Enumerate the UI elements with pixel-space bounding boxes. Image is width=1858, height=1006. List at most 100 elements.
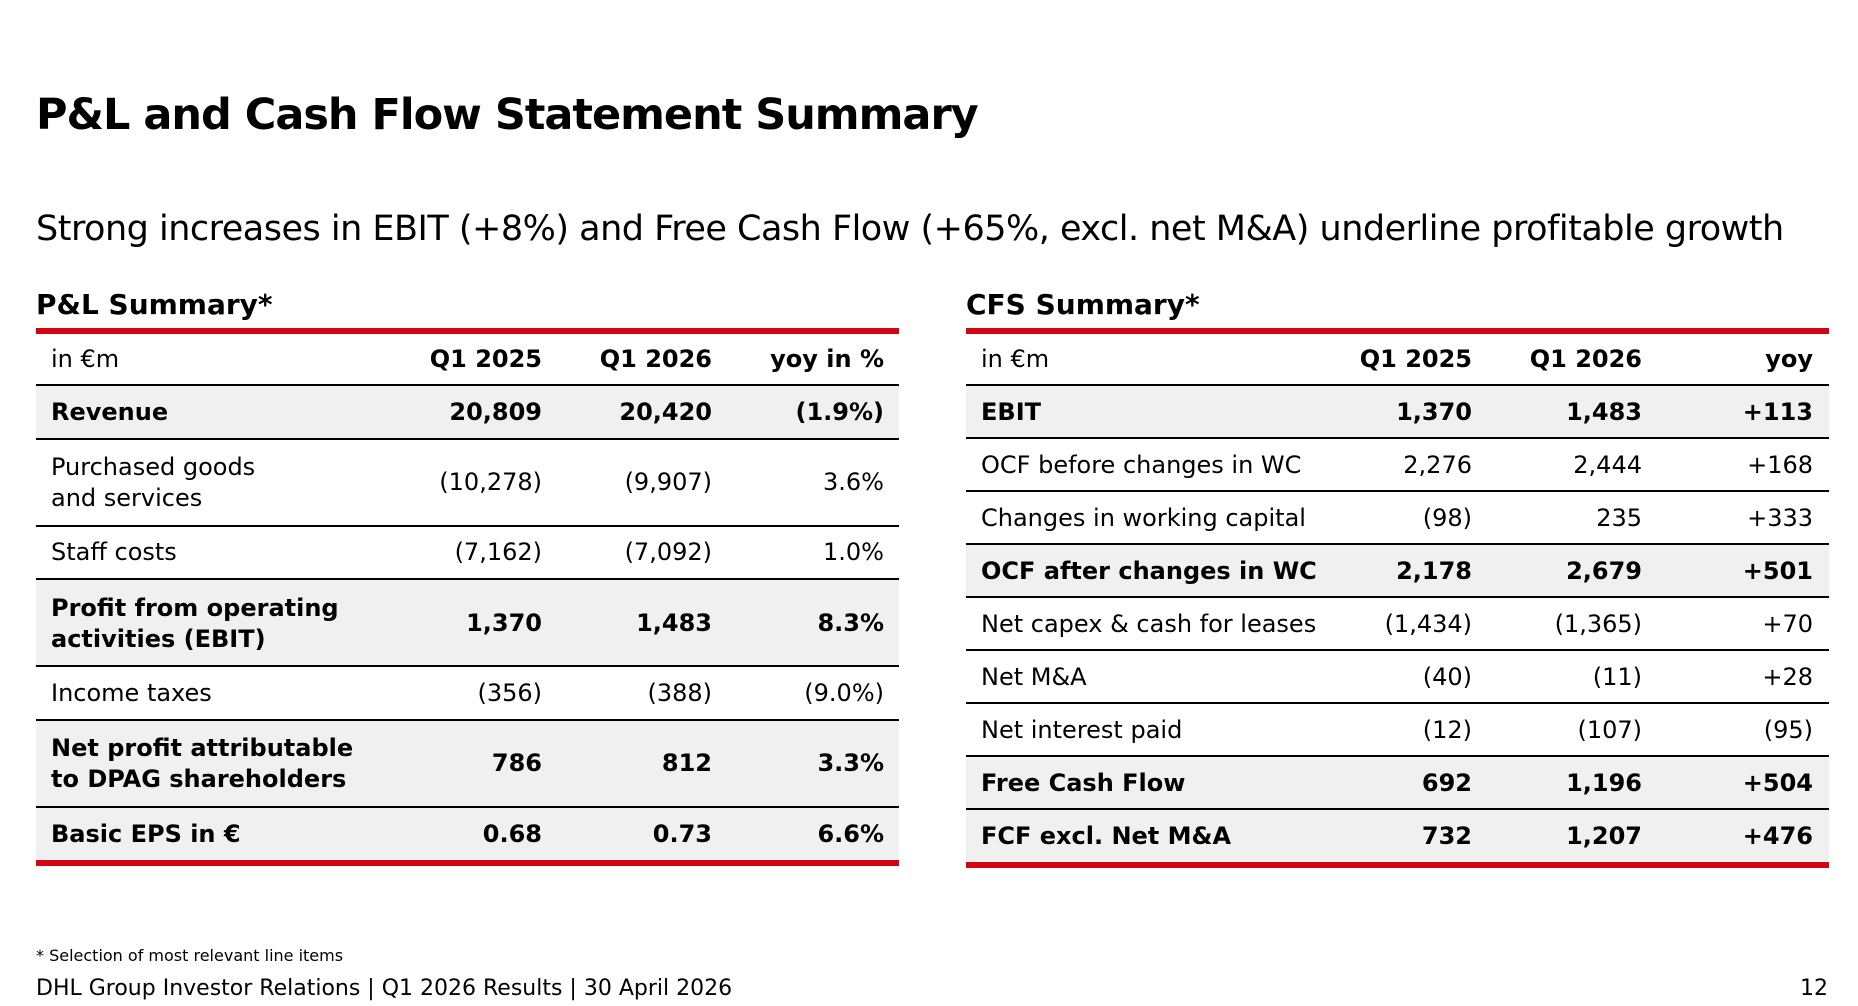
column-header: in €m [981, 345, 1050, 373]
row-bg [966, 545, 1829, 596]
row-label: Net interest paid [981, 715, 1183, 744]
row-label: Income taxes [51, 679, 212, 707]
cell-value: (388) [647, 679, 712, 707]
subtitle: Strong increases in EBIT (+8%) and Free … [36, 209, 1784, 249]
cell-value: 2,276 [1403, 450, 1472, 479]
row-label: Net M&A [981, 662, 1087, 691]
cell-value: 235 [1596, 503, 1642, 532]
red-rule [36, 860, 899, 867]
cell-value: +70 [1762, 609, 1813, 638]
row-label: Staff costs [51, 538, 177, 567]
rule [966, 808, 1829, 810]
cell-value: 692 [1421, 768, 1472, 797]
cell-value: 6.6% [817, 819, 884, 848]
row-label: Net profit attributable [51, 734, 354, 763]
rule [966, 437, 1829, 439]
column-header: yoy in % [770, 345, 884, 373]
cell-value: (10,278) [439, 468, 542, 497]
cell-value: 8.3% [817, 608, 884, 637]
table-title: P&L Summary* [36, 288, 273, 321]
row-bg [36, 580, 899, 666]
cell-value: (11) [1592, 662, 1642, 691]
row-label: Profit from operating [51, 593, 339, 622]
row-label: to DPAG shareholders [51, 765, 347, 794]
row-bg [36, 807, 899, 860]
cell-value: 0.73 [652, 819, 712, 848]
cell-value: (9.0%) [804, 679, 884, 707]
cell-value: +476 [1742, 821, 1813, 850]
cell-value: 2,679 [1566, 556, 1642, 585]
cell-value: 20,420 [619, 397, 712, 426]
cell-value: +333 [1747, 503, 1813, 532]
cell-value: (40) [1422, 662, 1472, 691]
row-label: FCF excl. Net M&A [981, 821, 1232, 850]
row-bg [966, 810, 1829, 861]
row-label: Basic EPS in € [51, 819, 241, 848]
red-rule [966, 328, 1829, 334]
footer-source: DHL Group Investor Relations | Q1 2026 R… [36, 976, 733, 1001]
row-label: Net capex & cash for leases [981, 609, 1317, 638]
row-label: Changes in working capital [981, 503, 1306, 532]
row-label: EBIT [981, 397, 1041, 426]
cell-value: 1,483 [636, 608, 712, 637]
rule [36, 805, 899, 808]
rule [966, 755, 1829, 757]
row-label: activities (EBIT) [51, 624, 266, 653]
red-rule [36, 328, 899, 334]
column-header: Q1 2025 [1359, 345, 1472, 373]
cell-value: 812 [661, 749, 712, 778]
row-bg [966, 386, 1829, 437]
cell-value: (1.9%) [795, 397, 885, 426]
cell-value: (9,907) [624, 468, 712, 497]
row-label: Revenue [51, 397, 169, 426]
footnote: * Selection of most relevant line items [36, 946, 344, 965]
cell-value: (107) [1577, 715, 1642, 744]
row-bg [966, 757, 1829, 808]
row-label: Purchased goods [51, 453, 256, 482]
cell-value: +168 [1747, 450, 1813, 479]
rule [36, 437, 899, 440]
cell-value: 1.0% [823, 538, 884, 567]
cell-value: 3.3% [817, 749, 884, 778]
row-bg [36, 720, 899, 806]
rule [966, 490, 1829, 492]
rule [966, 384, 1829, 386]
cell-value: (1,434) [1384, 609, 1472, 638]
red-rule [966, 862, 1829, 868]
cell-value: +113 [1742, 397, 1813, 426]
cell-value: 1,370 [1396, 397, 1472, 426]
row-label: OCF before changes in WC [981, 450, 1302, 479]
rule [966, 702, 1829, 704]
cell-value: (12) [1422, 715, 1472, 744]
cell-value: +501 [1742, 556, 1813, 585]
cell-value: 1,196 [1566, 768, 1642, 797]
cell-value: +28 [1762, 662, 1813, 691]
cell-value: 1,207 [1566, 821, 1642, 850]
cell-value: 3.6% [823, 468, 884, 497]
table-title: CFS Summary* [966, 288, 1200, 321]
title: P&L and Cash Flow Statement Summary [36, 90, 979, 140]
rule [966, 649, 1829, 651]
cell-value: 2,444 [1573, 450, 1642, 479]
column-header: Q1 2026 [1529, 345, 1642, 373]
cell-value: (7,162) [454, 538, 542, 567]
rule [36, 524, 899, 527]
rule [36, 578, 899, 581]
cell-value: 20,809 [449, 397, 542, 426]
cell-value: +504 [1742, 768, 1813, 797]
cell-value: 786 [491, 749, 542, 778]
cell-value: (95) [1763, 715, 1813, 744]
row-label: and services [51, 484, 203, 513]
cell-value: 2,178 [1396, 556, 1472, 585]
column-header: in €m [51, 345, 120, 373]
cell-value: (98) [1422, 503, 1472, 532]
row-label: OCF after changes in WC [981, 556, 1317, 585]
rule [966, 596, 1829, 598]
cell-value: 1,370 [466, 608, 542, 637]
column-header: Q1 2025 [429, 345, 542, 373]
rule [966, 543, 1829, 545]
column-header: Q1 2026 [599, 345, 712, 373]
cell-value: 0.68 [482, 819, 542, 848]
rule [36, 718, 899, 721]
